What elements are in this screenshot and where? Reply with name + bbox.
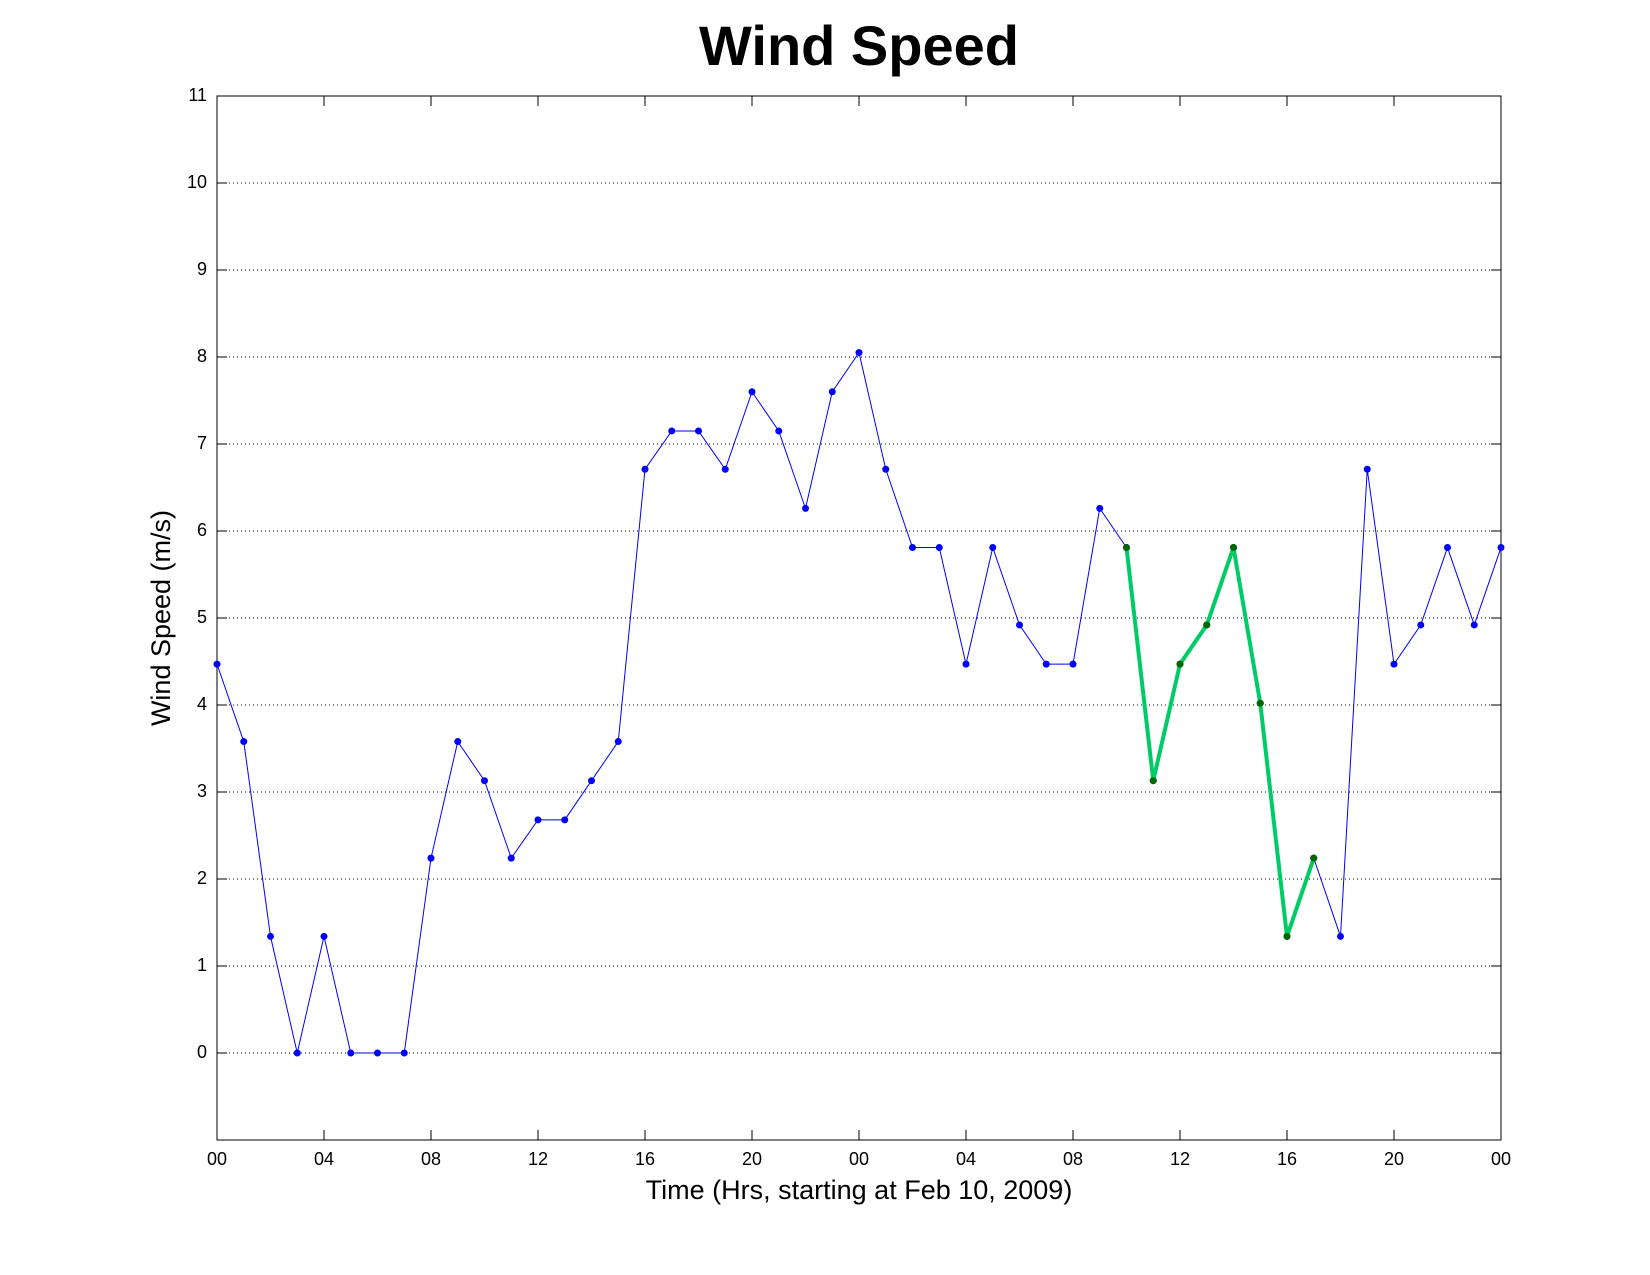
data-point: [775, 427, 783, 435]
data-point: [1283, 932, 1291, 940]
data-point: [1123, 544, 1130, 552]
x-tick-label: 20: [1384, 1149, 1404, 1169]
data-point: [668, 427, 676, 435]
data-point: [828, 388, 836, 396]
data-point: [1096, 504, 1104, 512]
y-tick-label: 7: [197, 433, 207, 453]
data-point: [481, 777, 488, 785]
chart-title: Wind Speed: [699, 14, 1019, 77]
data-point: [1470, 621, 1478, 629]
y-tick-label: 11: [188, 85, 207, 105]
y-tick-label: 3: [197, 781, 207, 801]
data-point: [267, 932, 274, 940]
data-point: [1337, 932, 1344, 940]
x-tick-label: 16: [1277, 1149, 1297, 1169]
data-point: [962, 660, 970, 668]
data-point: [882, 465, 890, 473]
x-tick-label: 12: [528, 1149, 548, 1169]
x-tick-label: 08: [1063, 1149, 1083, 1169]
data-point: [935, 544, 943, 552]
y-tick-label: 8: [197, 346, 207, 366]
data-point: [1310, 854, 1318, 862]
x-tick-label: 04: [314, 1149, 334, 1169]
x-tick-label: 00: [1491, 1149, 1511, 1169]
series-line: [216, 351, 1502, 1054]
data-point: [1230, 544, 1237, 552]
data-point: [721, 465, 729, 473]
data-point: [347, 1049, 355, 1057]
y-tick-label: 9: [197, 259, 207, 279]
data-point: [534, 816, 542, 824]
data-point: [293, 1049, 301, 1057]
data-point: [1042, 660, 1050, 668]
x-tick-label: 00: [849, 1149, 869, 1169]
data-point: [989, 544, 997, 552]
data-point: [1203, 621, 1211, 629]
data-point: [213, 660, 221, 668]
data-point: [802, 504, 809, 512]
data-point: [1016, 621, 1023, 629]
y-tick-label: 4: [197, 694, 207, 714]
data-point: [1497, 544, 1505, 552]
y-tick-label: 5: [197, 607, 207, 627]
data-point: [374, 1049, 381, 1057]
data-point: [1363, 465, 1371, 473]
data-point: [1256, 699, 1264, 707]
x-tick-label: 16: [635, 1149, 655, 1169]
data-point: [1390, 660, 1398, 668]
x-tick-label: 08: [421, 1149, 441, 1169]
data-point: [400, 1049, 408, 1057]
data-point: [1069, 660, 1077, 668]
data-point: [1444, 544, 1451, 552]
x-tick-label: 12: [1170, 1149, 1190, 1169]
data-point: [1176, 660, 1184, 668]
data-point: [1417, 621, 1425, 629]
data-point: [695, 427, 702, 435]
y-tick-label: 10: [187, 172, 207, 192]
data-point: [454, 738, 462, 746]
y-tick-label: 2: [197, 868, 207, 888]
y-axis-label: Wind Speed (m/s): [146, 510, 176, 726]
data-point: [614, 738, 622, 746]
data-point: [855, 349, 863, 357]
x-tick-label: 04: [956, 1149, 976, 1169]
data-point: [240, 738, 248, 746]
data-point: [1149, 777, 1157, 785]
series-line: [1124, 546, 1316, 938]
x-tick-label: 20: [742, 1149, 762, 1169]
data-point: [909, 544, 916, 552]
plot-frame: [216, 95, 1502, 1141]
data-point: [507, 854, 515, 862]
data-point: [427, 854, 435, 862]
y-tick-label: 6: [197, 520, 207, 540]
y-tick-label: 0: [197, 1042, 207, 1062]
x-axis-label: Time (Hrs, starting at Feb 10, 2009): [646, 1175, 1073, 1205]
data-point: [748, 388, 756, 396]
data-point: [320, 932, 328, 940]
data-point: [561, 816, 569, 824]
data-point: [588, 777, 595, 785]
data-point: [641, 465, 649, 473]
y-tick-label: 1: [197, 955, 207, 975]
x-tick-label: 00: [207, 1149, 227, 1169]
